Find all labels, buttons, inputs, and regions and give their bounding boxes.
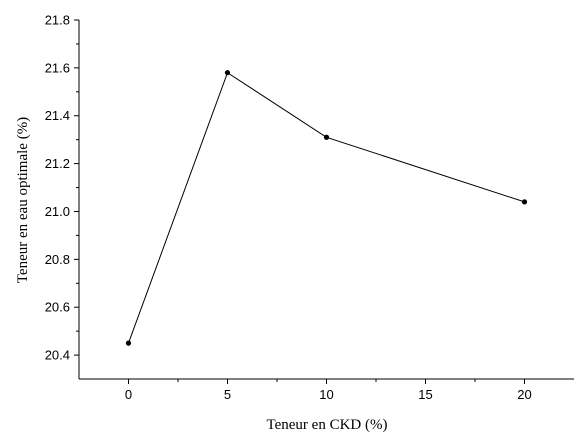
y-tick-label: 20.8 [45,252,70,267]
x-tick-label: 20 [517,387,531,402]
ticks: 0 5 10 15 20 20.4 20.6 20.8 21.0 21.2 21.4 21.6 21.8 [45,13,532,403]
x-tick-label: 15 [418,387,432,402]
x-axis-title: Teneur en CKD (%) [267,417,388,433]
data-point [323,134,330,140]
data-point [224,70,231,76]
x-tick-label: 0 [125,387,132,402]
y-tick-label: 20.6 [45,300,70,315]
y-tick-label: 21.4 [45,108,70,123]
y-tick-label: 20.4 [45,348,70,363]
series [125,70,528,346]
series-line [128,71,525,344]
y-tick-label: 21.6 [45,60,70,75]
data-point [521,199,528,205]
x-tick-label: 5 [224,387,231,402]
x-tick-label: 10 [319,387,333,402]
data-point [125,340,132,346]
y-tick-label: 21.2 [45,156,70,171]
y-axis-title: Teneur en eau optimale (%) [15,117,31,283]
axes [78,20,574,380]
y-tick-label: 21.8 [45,13,70,28]
y-tick-label: 21.0 [45,204,70,219]
